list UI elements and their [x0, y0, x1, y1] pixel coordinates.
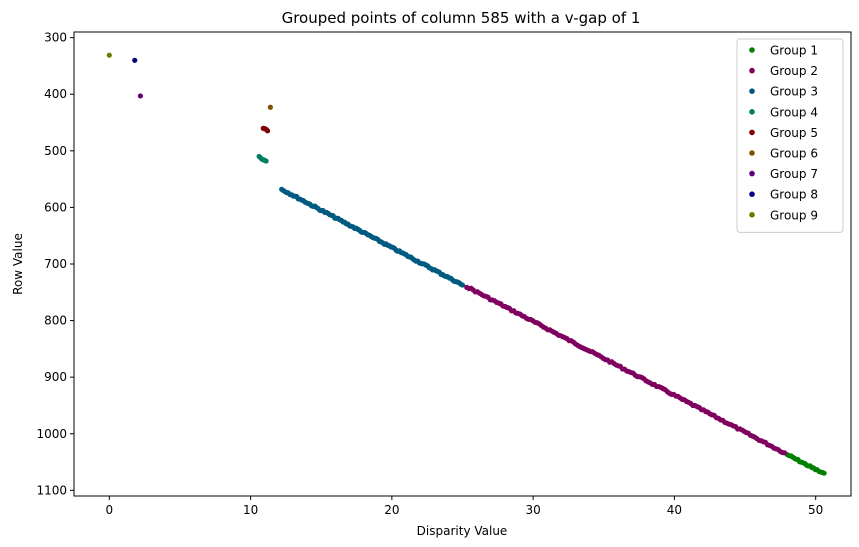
data-point [821, 470, 827, 476]
legend-item: Group 5 [749, 126, 818, 140]
x-tick-label: 10 [243, 503, 258, 517]
data-point [782, 450, 788, 456]
legend-label: Group 7 [770, 167, 818, 181]
data-point [132, 57, 138, 63]
series-1 [784, 452, 827, 476]
legend-marker [749, 129, 755, 136]
legend-marker [749, 109, 755, 115]
data-point [459, 282, 466, 288]
series-8 [132, 57, 138, 63]
legend-item: Group 4 [749, 105, 818, 119]
y-tick-label: 600 [44, 200, 67, 214]
legend-box [736, 38, 844, 233]
series-4 [256, 153, 269, 164]
data-point [137, 93, 143, 99]
legend-label: Group 1 [770, 44, 818, 58]
y-tick-label: 500 [44, 144, 67, 158]
data-point [267, 104, 273, 110]
legend-marker [749, 191, 755, 197]
legend-marker [749, 47, 755, 53]
x-tick-label: 40 [667, 503, 682, 517]
series-7 [137, 93, 143, 99]
x-axis-label: Disparity Value [417, 524, 508, 538]
legend-marker [749, 212, 755, 218]
legend-label: Group 6 [770, 147, 818, 161]
series-6 [267, 104, 273, 110]
y-tick-label: 800 [44, 314, 67, 328]
y-tick-label: 700 [44, 257, 67, 271]
series-5 [260, 125, 271, 134]
y-tick-label: 900 [44, 370, 67, 384]
legend-item: Group 9 [749, 208, 818, 222]
legend: Group 1 Group 2 Group 3 Group 4 Group 5 Group… [736, 38, 844, 233]
legend-marker [749, 170, 755, 177]
y-tick-label: 1100 [36, 483, 67, 497]
series-9 [106, 52, 112, 58]
data-point [264, 128, 271, 134]
y-tick-label: 1000 [36, 427, 67, 441]
legend-item: Group 7 [749, 167, 818, 181]
data-point [106, 52, 112, 58]
x-tick-label: 50 [808, 503, 823, 517]
legend-label: Group 5 [770, 126, 818, 140]
points-layer [106, 52, 827, 476]
x-tick-label: 0 [105, 503, 113, 517]
legend-item: Group 2 [749, 64, 818, 78]
legend-marker [749, 67, 755, 74]
legend-label: Group 2 [770, 64, 818, 78]
legend-label: Group 4 [770, 105, 818, 119]
legend-marker [749, 88, 755, 94]
legend-item: Group 3 [749, 85, 818, 99]
x-tick-label: 30 [525, 503, 540, 517]
chart-title: Grouped points of column 585 with a v-ga… [282, 9, 641, 27]
y-tick-label: 400 [44, 87, 67, 101]
legend-label: Group 9 [770, 208, 818, 222]
legend-item: Group 1 [749, 44, 818, 58]
y-axis-ticks: 300 400 500 600 700 800 900 1000 1100 [36, 31, 74, 497]
data-point [263, 158, 269, 164]
legend-item: Group 8 [749, 188, 818, 202]
legend-marker [749, 150, 755, 156]
legend-item: Group 6 [749, 147, 818, 161]
y-tick-label: 300 [44, 31, 67, 45]
x-axis-ticks: 0 10 20 30 40 50 [105, 496, 823, 517]
legend-label: Group 3 [770, 85, 818, 99]
y-axis-label: Row Value [11, 233, 25, 295]
series-3 [279, 186, 466, 288]
legend-label: Group 8 [770, 188, 818, 202]
series-2 [464, 284, 788, 456]
x-tick-label: 20 [384, 503, 399, 517]
